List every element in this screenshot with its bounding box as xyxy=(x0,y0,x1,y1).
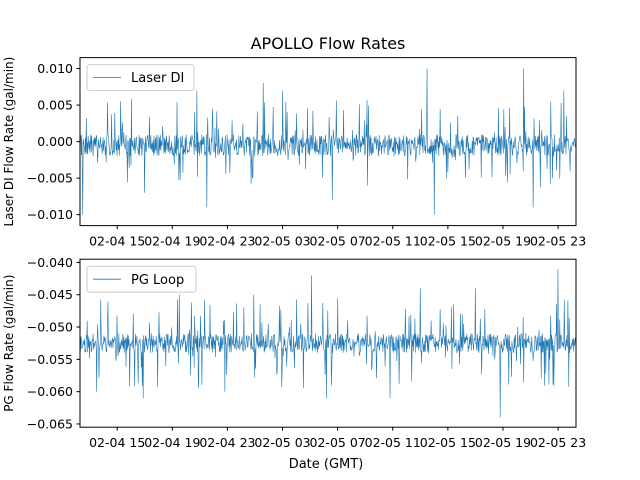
pg-loop-y-ticks: −0.065 −0.060 −0.055 −0.050 −0.045 −0.040 xyxy=(27,255,80,431)
pg-loop-y-tick-label: −0.050 xyxy=(27,320,73,335)
pg-loop-y-tick-label: −0.065 xyxy=(27,416,73,431)
laser-di-y-tick-label: 0.000 xyxy=(37,134,73,149)
pg-loop-x-tick-label: 02-05 15 xyxy=(420,435,476,450)
laser-di-y-tick-label: 0.005 xyxy=(37,98,73,113)
laser-di-x-tick-label: 02-05 19 xyxy=(475,234,531,249)
laser-di-x-tick-label: 02-05 11 xyxy=(365,234,421,249)
pg-loop-x-tick-label: 02-05 03 xyxy=(254,435,310,450)
laser-di-y-tick-label: 0.010 xyxy=(37,61,73,76)
laser-di-x-tick-label: 02-04 19 xyxy=(144,234,200,249)
pg-loop-y-tick-label: −0.040 xyxy=(27,255,73,270)
laser-di-x-tick-label: 02-05 07 xyxy=(310,234,366,249)
pg-loop-x-tick-label: 02-05 11 xyxy=(365,435,421,450)
figure-title: APOLLO Flow Rates xyxy=(251,34,406,53)
laser-di-x-tick-label: 02-05 15 xyxy=(420,234,476,249)
pg-loop-x-tick-label: 02-04 19 xyxy=(144,435,200,450)
pg-loop-legend-label: PG Loop xyxy=(131,273,184,288)
pg-loop-x-tick-label: 02-05 19 xyxy=(475,435,531,450)
pg-loop-series-line xyxy=(79,268,577,418)
laser-di-y-ticks: −0.010 −0.005 0.000 0.005 0.010 xyxy=(27,61,80,222)
pg-loop-legend: PG Loop xyxy=(86,265,197,293)
laser-di-y-tick-label: −0.005 xyxy=(27,171,73,186)
pg-loop-x-tick-label: 02-04 15 xyxy=(89,435,145,450)
pg-loop-y-axis-label: PG Flow Rate (gal/min) xyxy=(2,275,16,412)
pg-loop-x-tick-label: 02-05 07 xyxy=(310,435,366,450)
laser-di-y-axis-label: Laser DI Flow Rate (gal/min) xyxy=(2,57,16,227)
pg-loop-y-tick-label: −0.060 xyxy=(27,384,73,399)
pg-loop-x-tick-label: 02-04 23 xyxy=(199,435,255,450)
laser-di-legend-box xyxy=(86,64,195,92)
laser-di-series-line xyxy=(79,68,577,215)
pg-loop-x-tick-label: 02-05 23 xyxy=(530,435,586,450)
laser-di-x-tick-label: 02-05 03 xyxy=(254,234,310,249)
laser-di-legend: Laser DI xyxy=(86,64,195,92)
laser-di-y-tick-label: −0.010 xyxy=(27,207,73,222)
laser-di-x-tick-label: 02-05 23 xyxy=(530,234,586,249)
pg-loop-axes: −0.065 −0.060 −0.055 −0.050 −0.045 −0.040 02-… xyxy=(2,255,586,450)
laser-di-plot-area xyxy=(79,68,577,215)
pg-loop-plot-area xyxy=(79,268,577,418)
pg-loop-y-tick-label: −0.055 xyxy=(27,352,73,367)
pg-loop-legend-box xyxy=(86,265,197,293)
pg-loop-y-tick-label: −0.045 xyxy=(27,287,73,302)
x-axis-label: Date (GMT) xyxy=(289,457,364,472)
pg-loop-axes-frame xyxy=(79,258,577,428)
laser-di-legend-label: Laser DI xyxy=(131,71,184,86)
laser-di-x-tick-label: 02-04 15 xyxy=(89,234,145,249)
laser-di-x-tick-label: 02-04 23 xyxy=(199,234,255,249)
